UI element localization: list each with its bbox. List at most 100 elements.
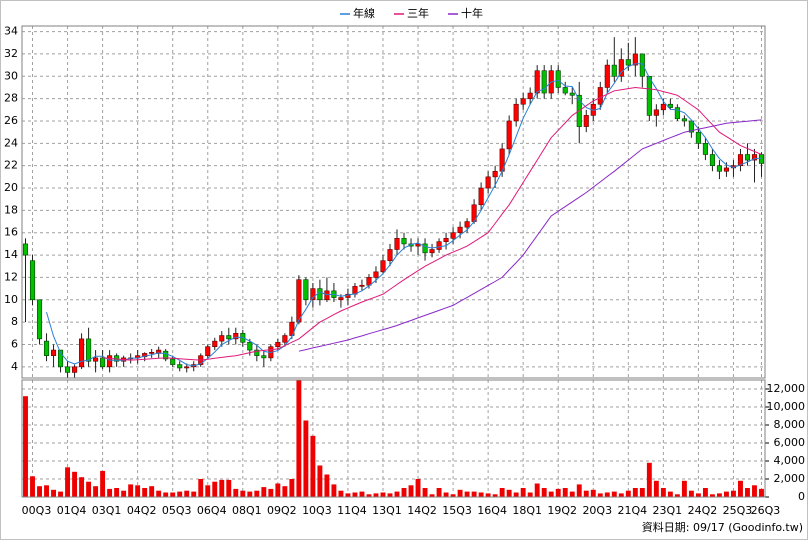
volume-bar bbox=[23, 396, 28, 497]
x-tick-label: 06Q4 bbox=[197, 504, 227, 517]
candle-body bbox=[429, 249, 435, 254]
volume-bar bbox=[485, 493, 491, 497]
volume-bar bbox=[632, 488, 638, 497]
candle-body bbox=[261, 355, 267, 359]
candle-body bbox=[653, 109, 659, 116]
volume-bar bbox=[352, 492, 358, 497]
candle-body bbox=[415, 243, 421, 247]
x-tick-label: 18Q1 bbox=[512, 504, 542, 517]
volume-bar bbox=[450, 494, 456, 497]
volume-bar bbox=[247, 491, 253, 497]
y-tick-label: 16 bbox=[4, 226, 18, 239]
candle-body bbox=[401, 238, 407, 245]
volume-bar bbox=[359, 491, 365, 497]
y-tick-label: 12 bbox=[4, 270, 18, 283]
volume-bar bbox=[422, 488, 428, 497]
volume-bar bbox=[100, 470, 106, 497]
volume-bar bbox=[135, 485, 141, 497]
candle-body bbox=[177, 364, 183, 369]
volume-bar bbox=[331, 484, 337, 497]
x-tick-label: 24Q2 bbox=[688, 504, 718, 517]
volume-bar bbox=[492, 494, 498, 497]
candle-body bbox=[688, 120, 694, 133]
volume-bar bbox=[702, 488, 708, 497]
volume-bar bbox=[464, 491, 470, 497]
candle-body bbox=[660, 103, 666, 111]
volume-bar bbox=[163, 492, 169, 497]
candle-body bbox=[625, 59, 631, 66]
volume-bar bbox=[107, 488, 113, 497]
volume-bar bbox=[576, 484, 582, 497]
volume-bar bbox=[681, 480, 687, 497]
volume-bar bbox=[310, 435, 316, 497]
volume-bar bbox=[752, 485, 757, 497]
volume-bar bbox=[268, 488, 274, 497]
candle-body bbox=[29, 260, 36, 301]
candle-body bbox=[65, 366, 71, 373]
volume-bar bbox=[226, 479, 232, 497]
volume-bar bbox=[520, 488, 526, 497]
x-tick-label: 25Q3 bbox=[723, 504, 753, 517]
volume-bar bbox=[240, 490, 246, 497]
x-tick-label: 21Q4 bbox=[617, 504, 647, 517]
volume-bar bbox=[324, 474, 330, 497]
x-tick-label: 11Q4 bbox=[337, 504, 367, 517]
candle-body bbox=[72, 366, 78, 373]
y-tick-label: 26 bbox=[4, 114, 18, 127]
volume-bar bbox=[394, 491, 400, 497]
volume-bar bbox=[569, 491, 575, 497]
volume-bar bbox=[759, 488, 764, 497]
candle-body bbox=[709, 154, 715, 166]
volume-bar bbox=[261, 487, 267, 497]
candle-body bbox=[324, 290, 330, 301]
volume-bar bbox=[429, 494, 435, 497]
volume-bar bbox=[345, 493, 351, 497]
volume-bar bbox=[731, 490, 736, 497]
volume-bar bbox=[688, 490, 694, 497]
candle-body bbox=[163, 350, 169, 360]
candle-body bbox=[282, 335, 288, 343]
volume-bar bbox=[93, 486, 99, 497]
volume-bar bbox=[184, 490, 190, 497]
volume-bar bbox=[745, 488, 750, 497]
volume-bar bbox=[205, 485, 211, 497]
volume-bar bbox=[457, 489, 463, 497]
candle-body bbox=[310, 288, 316, 301]
candle-body bbox=[22, 243, 29, 256]
legend-label: 三年 bbox=[407, 6, 429, 20]
candle-body bbox=[149, 351, 155, 354]
y-tick-label: 6 bbox=[11, 337, 18, 350]
candle-body bbox=[639, 53, 645, 77]
candle-body bbox=[597, 87, 603, 105]
candle-body bbox=[86, 338, 92, 362]
y-tick-label: 20 bbox=[4, 181, 18, 194]
candle-body bbox=[205, 346, 211, 356]
y-tick-label: 24 bbox=[4, 136, 18, 149]
candle-body bbox=[50, 349, 57, 356]
x-tick-label: 26Q3 bbox=[751, 504, 781, 517]
volume-bar bbox=[625, 490, 631, 497]
candle-body bbox=[632, 53, 638, 66]
ma-line bbox=[46, 63, 762, 367]
labels: 4 6 8 10 12 14 16 18 20 22 24 26 28 30 32 34 0 2,000 4,000… bbox=[4, 6, 805, 517]
x-tick-label: 16Q4 bbox=[477, 504, 507, 517]
price-frame bbox=[21, 25, 766, 379]
volume-bar bbox=[716, 493, 722, 497]
x-tick-label: 14Q2 bbox=[407, 504, 437, 517]
candle-body bbox=[646, 75, 652, 116]
x-tick-label: 08Q1 bbox=[232, 504, 262, 517]
candle-body bbox=[303, 279, 309, 301]
x-tick-label: 15Q3 bbox=[442, 504, 472, 517]
ma-line bbox=[298, 119, 762, 352]
volume-bar bbox=[618, 493, 624, 497]
volume-bar bbox=[37, 486, 42, 497]
volume-bar bbox=[142, 488, 148, 497]
volume-bar bbox=[541, 488, 547, 497]
candle-body bbox=[100, 357, 106, 368]
volume-bar bbox=[709, 494, 715, 497]
candle-body bbox=[387, 249, 393, 261]
candle-body bbox=[737, 154, 744, 166]
candle-body bbox=[422, 243, 428, 254]
